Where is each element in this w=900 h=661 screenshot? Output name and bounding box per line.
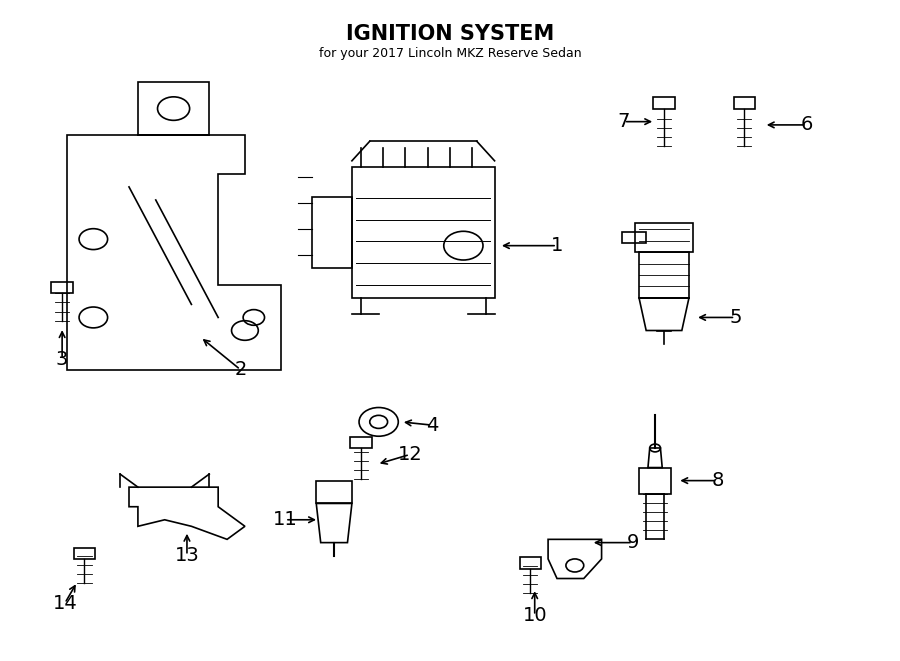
Text: 11: 11 [273, 510, 297, 529]
Text: 6: 6 [800, 116, 813, 134]
Text: 14: 14 [52, 594, 77, 613]
Text: 10: 10 [522, 606, 547, 625]
Text: IGNITION SYSTEM: IGNITION SYSTEM [346, 24, 554, 44]
Text: 9: 9 [626, 533, 639, 552]
Text: 8: 8 [711, 471, 724, 490]
Text: 3: 3 [56, 350, 68, 369]
Text: 2: 2 [234, 360, 247, 379]
Text: 7: 7 [617, 112, 630, 131]
Text: 12: 12 [398, 445, 422, 464]
Text: for your 2017 Lincoln MKZ Reserve Sedan: for your 2017 Lincoln MKZ Reserve Sedan [319, 46, 581, 59]
Text: 1: 1 [551, 236, 563, 255]
Text: 5: 5 [729, 308, 742, 327]
Text: 13: 13 [175, 546, 199, 565]
Text: 4: 4 [426, 416, 438, 435]
